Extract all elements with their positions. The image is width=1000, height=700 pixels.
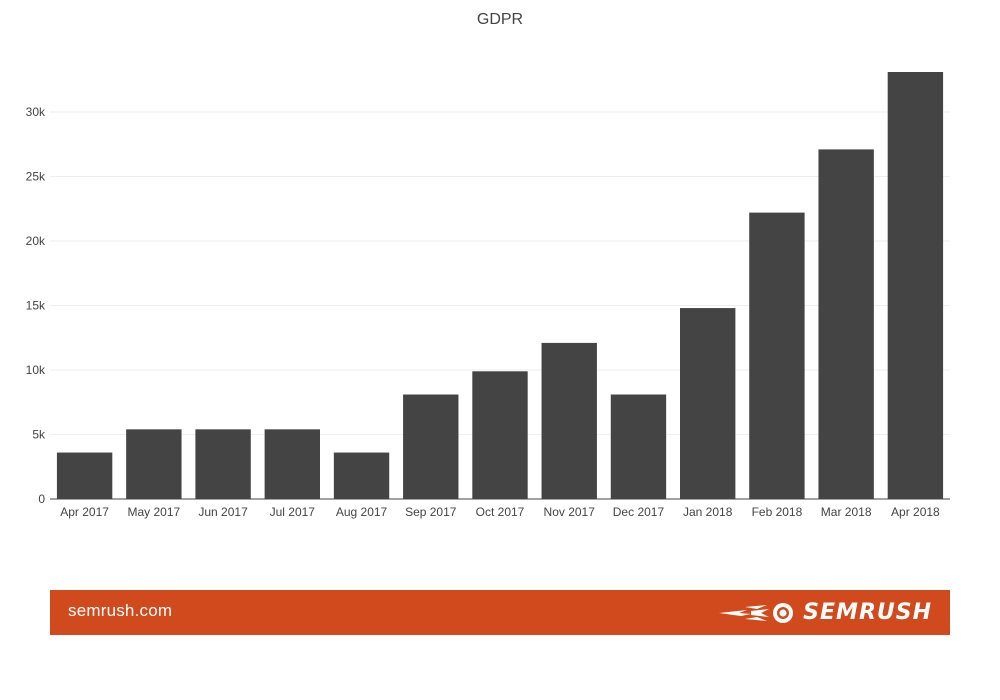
bar[interactable] xyxy=(749,212,805,500)
y-tick-label: 15k xyxy=(26,298,46,312)
axes: 0 5k 10k 15k 20k 25k 30k Apr 2017 May 2017 Jun 20… xyxy=(26,105,950,519)
bar[interactable] xyxy=(403,394,459,499)
bar[interactable] xyxy=(541,342,597,499)
y-tick-label: 30k xyxy=(26,105,46,119)
x-tick-label: Sep 2017 xyxy=(405,505,457,519)
y-tick-label: 5k xyxy=(32,427,46,441)
y-tick-label: 20k xyxy=(26,234,46,248)
semrush-logo-text: SEMRUSH xyxy=(803,600,932,625)
x-tick-label: May 2017 xyxy=(127,505,180,519)
x-tick-label: Jan 2018 xyxy=(683,505,733,519)
chart-title: GDPR xyxy=(477,11,523,28)
x-tick-label: Jun 2017 xyxy=(198,505,248,519)
x-tick-label: Oct 2017 xyxy=(476,505,525,519)
bar[interactable] xyxy=(333,452,390,499)
chart: GDPR 0 5k 10k 15k 20k 25k 30k Apr 2017 May 2017 J… xyxy=(26,11,950,519)
x-tick-label: Apr 2018 xyxy=(891,505,940,519)
bar[interactable] xyxy=(56,452,113,499)
bar[interactable] xyxy=(818,149,874,500)
x-tick-label: Feb 2018 xyxy=(752,505,803,519)
bar[interactable] xyxy=(126,429,182,499)
y-tick-label: 25k xyxy=(26,169,46,183)
x-tick-label: Dec 2017 xyxy=(613,505,665,519)
x-tick-label: Apr 2017 xyxy=(60,505,109,519)
bar[interactable] xyxy=(887,72,944,499)
bar[interactable] xyxy=(195,429,251,499)
y-tick-label: 10k xyxy=(26,363,46,377)
footer-banner: semrush.com SEMRUSH xyxy=(50,590,950,635)
bar[interactable] xyxy=(680,308,736,499)
bar[interactable] xyxy=(264,429,320,499)
semrush-logo: SEMRUSH xyxy=(717,596,932,629)
x-tick-label: Aug 2017 xyxy=(336,505,388,519)
y-tick-label: 0 xyxy=(38,492,45,506)
footer-site-link[interactable]: semrush.com xyxy=(68,601,173,620)
x-tick-label: Nov 2017 xyxy=(544,505,596,519)
x-tick-label: Mar 2018 xyxy=(821,505,872,519)
semrush-fireball-icon xyxy=(719,602,794,623)
x-tick-label: Jul 2017 xyxy=(270,505,316,519)
bar[interactable] xyxy=(610,394,667,499)
bars xyxy=(56,72,944,500)
bar[interactable] xyxy=(472,371,528,499)
